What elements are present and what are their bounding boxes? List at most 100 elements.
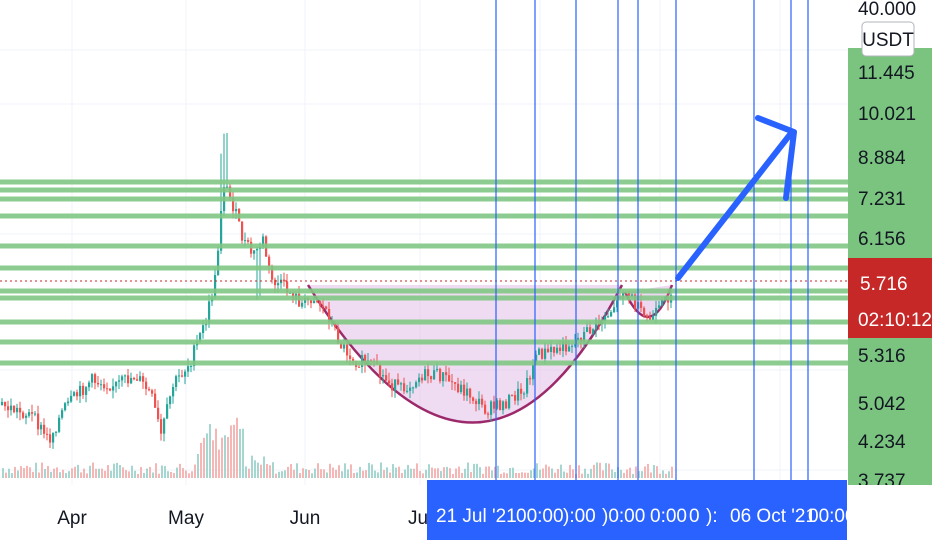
candle-body — [118, 380, 121, 382]
candle-body — [550, 346, 553, 352]
support-lines[interactable] — [0, 179, 848, 366]
volume-bar — [590, 468, 592, 478]
candle-body — [154, 393, 157, 408]
arrow-shaft[interactable] — [675, 129, 795, 281]
volume-bar — [533, 468, 535, 478]
candle-body — [241, 221, 244, 241]
candle-body — [541, 348, 544, 359]
candle-body — [271, 265, 274, 280]
volume-bar — [44, 468, 46, 478]
candle-body — [49, 434, 52, 443]
volume-bar — [314, 468, 316, 478]
candle-body — [535, 354, 538, 365]
candle-body — [412, 387, 415, 389]
candle-body — [28, 412, 31, 416]
candle-body — [472, 397, 475, 401]
candle-body — [490, 401, 493, 415]
candle-body — [364, 355, 367, 365]
candle-body — [655, 307, 658, 316]
volume-bar — [599, 462, 601, 478]
volume-bar — [626, 469, 628, 478]
candle-body — [19, 407, 22, 413]
candle-body — [532, 364, 535, 380]
volume-bar — [32, 471, 34, 478]
candle-body — [418, 377, 421, 383]
volume-bar — [128, 471, 130, 478]
candle-body — [217, 250, 220, 276]
range-label-8: 00:00 — [808, 506, 856, 527]
volume-bar — [368, 462, 370, 478]
volume-bar — [329, 463, 331, 478]
candle-body — [22, 412, 25, 418]
price-axis[interactable]: USDT 40.000 11.445 10.021 8.884 7.231 6.156 5.… — [848, 0, 932, 492]
candle-body — [286, 281, 289, 294]
unit-badge[interactable] — [861, 21, 915, 57]
volume-bar — [593, 464, 595, 478]
volume-bar — [50, 471, 52, 478]
candle-body — [325, 306, 328, 310]
vertical-lines[interactable] — [495, 0, 809, 485]
volume-bar — [587, 473, 589, 478]
volume-bar — [509, 468, 511, 478]
volume-bar — [233, 424, 235, 478]
arrow-head[interactable] — [755, 115, 797, 201]
volume-bar — [293, 469, 295, 478]
candle-body — [25, 415, 28, 418]
volume-bar — [383, 469, 385, 478]
volume-bar — [572, 469, 574, 478]
target-arrow[interactable] — [675, 115, 797, 281]
volume-bar — [203, 437, 205, 478]
candle-body — [262, 236, 265, 247]
volume-bar — [422, 473, 424, 478]
volume-bar — [98, 468, 100, 478]
candle-body — [268, 256, 271, 266]
candle-body — [586, 327, 589, 332]
time-label-apr: Apr — [57, 508, 87, 529]
volume-bar — [347, 469, 349, 478]
candle-body — [562, 340, 565, 351]
volume-bar — [83, 468, 85, 478]
volume-bar — [275, 473, 277, 478]
candle-body — [157, 407, 160, 420]
candle-body — [442, 372, 445, 382]
volume-bar — [665, 473, 667, 478]
candle-body — [175, 376, 178, 387]
volume-bar — [197, 453, 199, 478]
candle-body — [208, 301, 211, 324]
candle-body — [400, 383, 403, 385]
volume-bar — [152, 472, 154, 478]
volume-bar — [110, 470, 112, 478]
candle-body — [55, 431, 58, 433]
candle-body — [388, 380, 391, 384]
candle-body — [82, 385, 85, 395]
candle-body — [604, 316, 607, 322]
candle-body — [505, 401, 508, 409]
volume-bar — [122, 467, 124, 478]
candle-body — [148, 389, 151, 391]
volume-bar — [38, 472, 40, 478]
candle-body — [352, 358, 355, 361]
candle-body — [88, 382, 91, 388]
candle-body — [139, 376, 142, 381]
volume-bar — [449, 468, 451, 478]
volume-bar — [230, 425, 232, 478]
candle-body — [610, 312, 613, 317]
volume-bar — [170, 471, 172, 478]
volume-bar — [452, 473, 454, 478]
volume-bar — [401, 472, 403, 478]
volume-bar — [212, 440, 214, 478]
candle-body — [343, 344, 346, 349]
candle-body — [397, 379, 400, 385]
volume-bar — [413, 468, 415, 478]
candle-body — [124, 375, 127, 377]
volume-bar — [131, 465, 133, 478]
range-label-6: ): — [706, 506, 718, 527]
volume-bar — [26, 465, 28, 478]
candle-body — [406, 390, 409, 392]
time-label-may: May — [168, 508, 204, 529]
time-axis[interactable]: Apr May Jun Ju 21 Jul '21 00:00):00)0:00 0:00… — [0, 480, 932, 550]
candle-body — [607, 316, 610, 318]
selected-range-badge[interactable] — [427, 480, 847, 540]
price-tick-5: 6.156 — [858, 229, 906, 250]
